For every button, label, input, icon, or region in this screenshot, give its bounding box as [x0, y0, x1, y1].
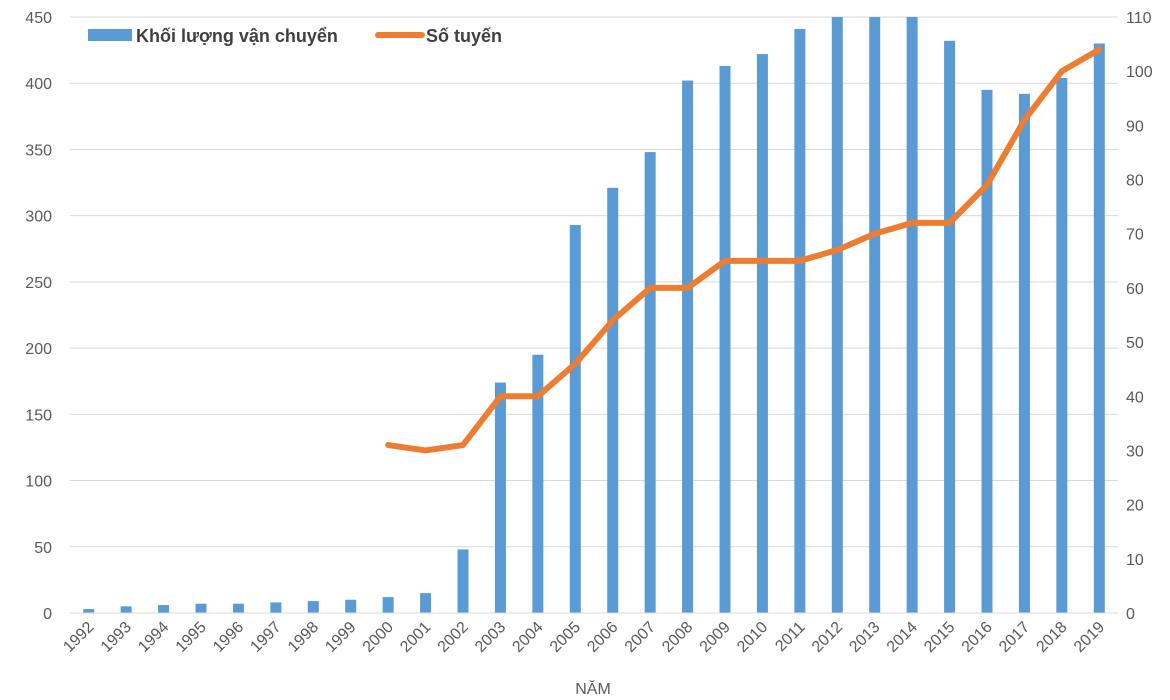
left-tick-label: 350 — [25, 142, 52, 159]
bar — [494, 382, 506, 613]
bar — [532, 354, 544, 613]
legend: Khối lượng vận chuyển Số tuyến — [88, 26, 502, 46]
x-tick-label: 2004 — [509, 619, 546, 656]
x-tick-label: 1997 — [247, 619, 284, 656]
x-tick-label: 2016 — [959, 619, 996, 656]
bar — [944, 40, 956, 613]
legend-label-line: Số tuyến — [426, 26, 502, 46]
bar — [83, 609, 95, 613]
bar — [382, 597, 394, 613]
bar — [195, 603, 207, 613]
x-tick-label: 2000 — [360, 619, 397, 656]
x-tick-label: 1994 — [135, 619, 172, 656]
x-tick-label: 2005 — [547, 619, 584, 656]
x-tick-label: 2013 — [846, 619, 883, 656]
bar — [232, 603, 244, 613]
bar — [906, 17, 918, 613]
right-tick-label: 90 — [1126, 118, 1144, 135]
bar — [756, 54, 768, 613]
x-tick-label: 2011 — [772, 619, 808, 655]
bar — [794, 28, 806, 614]
x-tick-label: 2018 — [1033, 619, 1070, 656]
bar — [644, 152, 656, 614]
bar — [682, 80, 694, 613]
gridlines — [70, 16, 1118, 548]
right-tick-label: 20 — [1126, 498, 1144, 515]
bar-series — [83, 17, 1105, 614]
right-tick-label: 60 — [1126, 281, 1144, 298]
x-tick-label: 2015 — [921, 619, 958, 656]
x-tick-label: 2010 — [734, 619, 771, 656]
line-series — [385, 46, 1103, 454]
left-tick-label: 200 — [25, 341, 52, 358]
bar — [569, 224, 581, 613]
x-tick-label: 2006 — [584, 619, 621, 656]
bar — [420, 593, 432, 613]
left-tick-label: 400 — [25, 76, 52, 93]
bar — [120, 606, 132, 613]
x-tick-label: 2009 — [697, 619, 734, 656]
x-tick-label: 2019 — [1071, 619, 1108, 656]
right-tick-label: 0 — [1126, 606, 1135, 623]
x-axis-ticks: 1992 1993 1994 1995 1996 1997 1998 1999 2000 2001… — [60, 619, 1108, 656]
x-tick-label: 1992 — [60, 619, 97, 656]
bar — [270, 602, 282, 613]
bar — [158, 605, 170, 613]
right-tick-label: 80 — [1126, 173, 1144, 190]
x-tick-label: 1999 — [322, 619, 359, 656]
right-tick-label: 70 — [1126, 227, 1144, 244]
left-axis-ticks: 0 50 100 150 200 250 300 350 400 450 — [25, 10, 52, 623]
bar — [307, 601, 319, 613]
x-tick-label: 2001 — [397, 619, 434, 656]
bar — [1018, 93, 1030, 614]
x-tick-label: 2017 — [996, 619, 1033, 656]
right-tick-label: 40 — [1126, 389, 1144, 406]
left-tick-label: 50 — [34, 540, 52, 557]
left-tick-label: 0 — [43, 606, 52, 623]
bar — [831, 17, 843, 613]
legend-label-bar: Khối lượng vận chuyển — [136, 26, 338, 46]
x-tick-label: 1996 — [210, 619, 247, 656]
right-axis-ticks: 0 10 20 30 40 50 60 70 80 90 100 110 — [1126, 10, 1153, 623]
left-tick-label: 300 — [25, 209, 52, 226]
bar — [457, 549, 469, 613]
x-tick-label: 2003 — [472, 619, 509, 656]
x-tick-label: 1998 — [285, 619, 322, 656]
legend-swatch-bar — [88, 29, 132, 41]
series-line — [385, 46, 1103, 454]
bar — [981, 89, 993, 614]
left-tick-label: 150 — [25, 407, 52, 424]
x-tick-label: 1995 — [173, 619, 210, 656]
right-tick-label: 10 — [1126, 552, 1144, 569]
x-tick-label: 2008 — [659, 619, 696, 656]
bar — [345, 599, 357, 613]
right-tick-label: 50 — [1126, 335, 1144, 352]
bar — [869, 17, 881, 613]
right-tick-label: 100 — [1126, 64, 1153, 81]
x-tick-label: 2014 — [884, 619, 921, 656]
bar — [607, 187, 619, 613]
right-tick-label: 110 — [1126, 10, 1152, 27]
right-tick-label: 30 — [1126, 443, 1144, 460]
x-tick-label: 1993 — [98, 619, 135, 656]
x-axis-title: NĂM — [575, 679, 611, 698]
bar — [1056, 77, 1068, 614]
left-tick-label: 250 — [25, 275, 52, 292]
x-tick-label: 2007 — [622, 619, 659, 656]
bar — [719, 66, 731, 613]
left-tick-label: 450 — [25, 10, 52, 27]
x-tick-label: 2002 — [435, 619, 472, 656]
bar — [1093, 43, 1105, 613]
x-tick-label: 2012 — [809, 619, 846, 656]
left-tick-label: 100 — [25, 474, 52, 491]
